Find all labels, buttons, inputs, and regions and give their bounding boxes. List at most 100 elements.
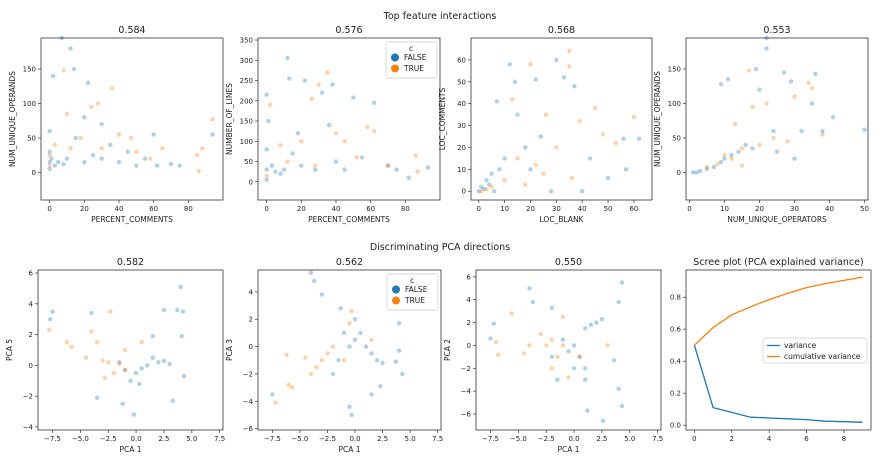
point-false [753,66,759,72]
y-tick-label: 0 [462,188,466,196]
point-true [106,360,111,365]
point-false [161,307,167,313]
point-true [528,62,533,67]
y-tick-label: 0 [467,342,471,350]
point-false [52,163,58,168]
point-true [139,340,144,345]
y-axis-label: LOC_COMMENTS [438,87,447,150]
legend-entry: cumulative variance [784,352,861,361]
point-true [89,329,94,334]
point-true [785,139,790,144]
point-false [94,395,100,400]
point-false [425,165,431,170]
point-true [577,118,582,124]
y-tick-label: 20 [457,144,466,152]
point-false [636,136,642,141]
y-tick-label: 4 [249,288,254,296]
x-tick-label: 0 [47,205,51,213]
point-false [50,73,56,79]
point-false [71,66,77,72]
point-true [600,132,606,137]
point-false [489,171,494,176]
x-tick-label: −7.5 [264,435,281,443]
point-true [89,104,94,110]
point-false [548,189,554,194]
point-true [369,337,374,342]
y-tick-label: 60 [457,56,466,64]
y-axis-label: NUMBER_OF_LINES [225,83,234,155]
y-tick-label: 4 [467,296,472,304]
point-true [102,375,108,380]
point-true [415,169,420,174]
x-tick-label: 40 [332,205,341,213]
point-false [771,128,776,134]
x-tick-label: 20 [297,205,306,213]
point-true [108,309,113,314]
point-false [611,358,617,363]
point-false [396,348,402,353]
x-tick-label: 30 [552,205,561,213]
point-true [750,104,755,110]
point-true [319,358,325,363]
point-true [560,314,566,320]
suptitle-bottom: Discriminating PCA directions [370,242,510,253]
x-tick-label: 0.0 [349,435,360,443]
point-false [697,168,703,174]
y-axis-label: PCA 5 [5,339,14,361]
x-tick-label: −5.0 [72,435,89,443]
point-true [493,339,499,345]
point-false [330,82,335,87]
point-false [358,330,363,336]
point-true [148,156,153,161]
point-true [117,361,122,367]
point-true [47,152,52,158]
point-false [151,132,156,137]
point-true [365,124,370,130]
point-false [122,367,128,373]
x-tick-label: 20 [80,205,89,213]
y-tick-label: −2 [461,365,471,373]
point-false [273,169,278,174]
point-true [109,86,115,91]
point-true [555,354,560,360]
point-false [600,418,606,424]
subplot-1: 0.576 0 20 40 60 80 0 50 100 150 200 250 300 350 PERCE… [225,25,441,224]
x-axis-label: LOC_BLANK [540,215,585,224]
x-tick-label: 0.0 [131,435,142,443]
subplot-7: Scree plot (PCA explained variance) 0 2 4 6 8… [670,257,872,443]
point-false [264,177,269,182]
y-tick-label: 50 [244,158,253,166]
point-false [588,322,593,328]
point-false [56,159,61,165]
legend-entry: variance [784,341,817,350]
point-true [484,186,489,192]
point-true [502,178,507,183]
y-tick-label: 100 [668,100,681,108]
x-tick-label: 2.5 [158,435,169,443]
point-false [530,299,536,305]
line-cumulative-variance [693,276,863,346]
point-false [743,142,748,148]
point-false [561,75,567,80]
point-true [349,308,354,314]
y-tick-label: 0.8 [670,294,681,302]
point-true [715,161,720,167]
x-axis-label: PCA 1 [557,445,579,454]
point-false [266,118,271,124]
point-false [330,371,336,377]
y-tick-label: 40 [457,100,466,108]
point-false [264,92,269,97]
x-tick-label: −7.5 [482,435,499,443]
point-false [161,358,167,363]
x-tick-label: 60 [366,205,375,213]
line-variance [693,345,863,423]
point-true [267,102,273,108]
point-true [722,152,727,158]
point-false [549,354,554,360]
point-false [281,167,287,172]
point-false [47,166,52,172]
point-true [605,343,610,348]
point-false [369,351,374,356]
point-true [809,86,815,91]
